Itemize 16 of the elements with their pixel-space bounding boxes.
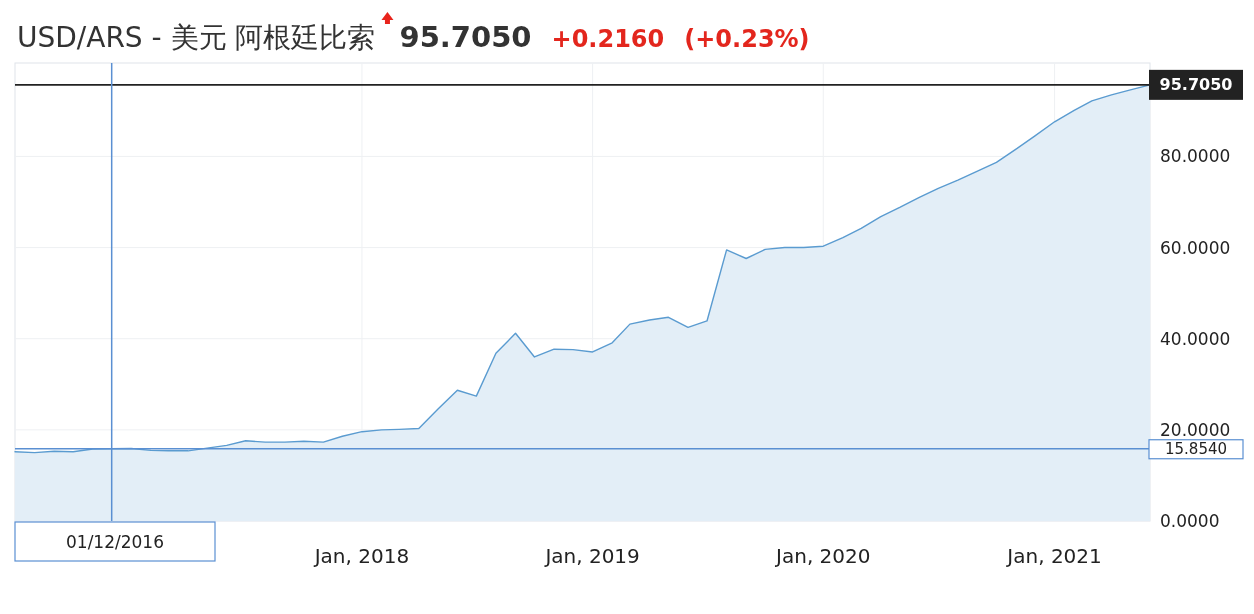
x-tick-label: Jan, 2020 (774, 544, 871, 568)
x-tick-label: Jan, 2019 (543, 544, 640, 568)
chart-title: USD/ARS - 美元 阿根廷比索 (17, 21, 376, 54)
x-tick-label: Jan, 2018 (312, 544, 410, 568)
text: 95.7050 (399, 20, 532, 54)
text: (+0.23%) (684, 25, 810, 53)
ref-line-label: 01/12/2016 (66, 532, 164, 552)
y-tick-label: 20.0000 (1160, 419, 1231, 440)
y-tick-label: 0.0000 (1160, 511, 1220, 531)
x-tick-label: Jan, 2021 (1005, 544, 1102, 568)
ref-line-label: 15.8540 (1164, 440, 1228, 459)
y-tick-label: 40.0000 (1160, 328, 1231, 349)
y-tick-label: 80.0000 (1160, 146, 1231, 167)
ref-line-label: 95.7050 (1159, 75, 1233, 95)
y-tick-label: 60.0000 (1160, 237, 1231, 258)
text: +0.2160 (551, 25, 665, 53)
